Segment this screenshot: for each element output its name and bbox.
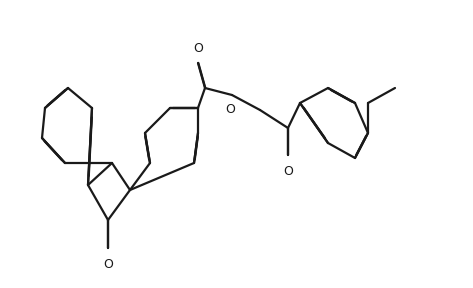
Text: O: O	[193, 42, 203, 55]
Text: O: O	[103, 258, 113, 271]
Text: O: O	[283, 165, 293, 178]
Text: O: O	[225, 103, 235, 116]
